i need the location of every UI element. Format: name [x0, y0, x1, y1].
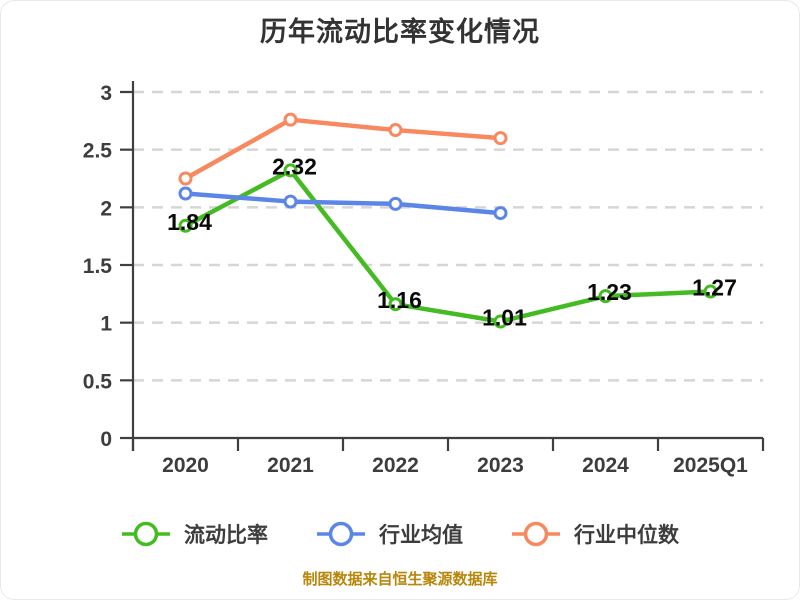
data-point-current-ratio-2025Q1 — [703, 284, 718, 299]
x-axis-label-2024: 2024 — [582, 454, 629, 477]
x-axis-label-2022: 2022 — [372, 454, 419, 477]
data-label-current-ratio-2024: 1.23 — [587, 279, 632, 305]
series-line-industry-average — [183, 191, 503, 216]
data-label-current-ratio-2020: 1.84 — [167, 209, 212, 235]
data-point-current-ratio-2020 — [178, 218, 193, 233]
chart-title: 历年流动比率变化情况 — [260, 17, 540, 47]
legend-item-industry-average[interactable]: 行业均值 — [316, 519, 463, 549]
legend-marker-current-ratio-icon — [122, 521, 170, 547]
y-axis-label: 1 — [100, 313, 112, 336]
data-point-industry-average-2023 — [493, 206, 508, 221]
y-axis-label: 3 — [100, 82, 112, 105]
data-point-current-ratio-2024 — [598, 289, 613, 304]
data-point-industry-median-2021 — [283, 112, 298, 127]
data-point-current-ratio-2022 — [388, 297, 403, 312]
data-point-industry-average-2021 — [283, 194, 298, 209]
data-label-current-ratio-2023: 1.01 — [482, 305, 527, 331]
y-axis-label: 1.5 — [83, 255, 113, 278]
legend: 流动比率 行业均值 行业中位数 — [1, 519, 799, 549]
y-axis-label: 0.5 — [83, 370, 113, 393]
legend-marker-industry-average-icon — [317, 521, 365, 547]
y-axis-label: 0 — [100, 428, 112, 451]
data-point-industry-average-2022 — [388, 196, 403, 211]
legend-label-industry-average: 行业均值 — [379, 524, 463, 547]
data-point-industry-average-2020 — [178, 186, 193, 201]
data-point-industry-median-2020 — [178, 171, 193, 186]
data-source-note: 制图数据来自恒生聚源数据库 — [302, 571, 498, 588]
legend-marker-industry-median-icon — [512, 521, 560, 547]
x-axis-label-2023: 2023 — [477, 454, 524, 477]
data-label-current-ratio-2025Q1: 1.27 — [692, 275, 737, 301]
legend-item-current-ratio[interactable]: 流动比率 — [121, 519, 268, 549]
data-point-current-ratio-2021 — [283, 163, 298, 178]
y-axis-label: 2 — [100, 197, 112, 220]
data-point-current-ratio-2023 — [493, 314, 508, 329]
x-axis-label-2020: 2020 — [162, 454, 209, 477]
series-line-current-ratio — [183, 168, 713, 324]
data-label-current-ratio-2022: 1.16 — [377, 287, 422, 313]
series-line-industry-median — [183, 117, 503, 181]
y-axis-label: 2.5 — [83, 140, 113, 163]
data-point-industry-median-2022 — [388, 123, 403, 138]
x-axis-label-2021: 2021 — [267, 454, 314, 477]
legend-label-industry-median: 行业中位数 — [574, 524, 679, 547]
legend-label-current-ratio: 流动比率 — [184, 524, 268, 547]
x-axis-label-2025Q1: 2025Q1 — [673, 454, 748, 477]
data-point-industry-median-2023 — [493, 131, 508, 146]
data-label-current-ratio-2021: 2.32 — [272, 153, 317, 179]
legend-item-industry-median[interactable]: 行业中位数 — [511, 519, 679, 549]
